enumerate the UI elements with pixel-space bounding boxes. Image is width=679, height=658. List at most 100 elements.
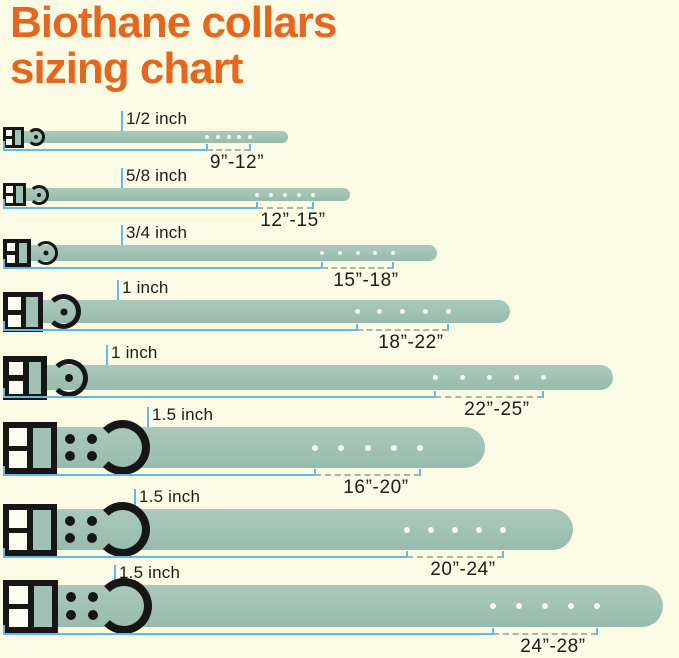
adjustment-hole (338, 445, 344, 451)
measure-line-solid (3, 396, 435, 398)
buckle-cell (8, 297, 22, 310)
adjustment-hole (283, 193, 287, 197)
width-label: 3/4 inch (126, 223, 188, 242)
buckle-frame (3, 504, 57, 556)
adjustment-hole (516, 603, 522, 609)
adjustment-hole (255, 193, 259, 197)
rivet-icon (88, 610, 98, 620)
measure-tick-mid (321, 262, 323, 269)
width-label: 1.5 inch (119, 563, 181, 582)
buckle-frame (3, 292, 43, 332)
rivet-icon (65, 451, 75, 461)
measure-tick-mid (256, 202, 258, 209)
buckle-left-cells (9, 362, 23, 394)
collar-strap (3, 509, 573, 550)
buckle-cell (9, 510, 27, 528)
adjustment-hole (428, 527, 434, 533)
width-label: 5/8 inch (126, 166, 188, 185)
buckle-strap-slot (16, 186, 23, 203)
measure-tick-mid (492, 628, 494, 635)
adjustment-hole (404, 527, 410, 533)
width-label: 1 inch (111, 343, 158, 362)
adjustment-hole (568, 603, 574, 609)
buckle-cell (6, 139, 13, 145)
adjustment-hole (205, 135, 209, 139)
measure-line-solid (3, 474, 315, 476)
measure-line-dashed (257, 207, 313, 209)
adjustment-hole (542, 603, 548, 609)
buckle-ring-icon (34, 241, 58, 265)
measure-line-solid (3, 267, 322, 269)
adjustment-hole (216, 135, 220, 139)
size-range-label: 22”-25” (464, 399, 530, 420)
measure-tick-left (3, 321, 5, 331)
adjustment-hole (355, 309, 360, 314)
buckle-strap-slot (15, 130, 21, 145)
width-label: 1 inch (122, 278, 169, 297)
size-range-label: 20”-24” (430, 559, 496, 580)
measure-tick-mid (206, 144, 208, 151)
adjustment-hole (237, 135, 241, 139)
ring-pin-dot (60, 308, 67, 315)
rivet-icon (65, 533, 75, 543)
adjustment-hole (541, 375, 546, 380)
size-range-label: 18”-22” (378, 332, 444, 353)
measure-line-solid (3, 329, 357, 331)
measure-line-solid (3, 633, 493, 635)
adjustment-hole (417, 445, 423, 451)
measure-tick-right (312, 202, 314, 209)
buckle-cell (9, 362, 23, 375)
buckle-ring-icon (29, 185, 49, 205)
measure-tick-right (502, 551, 504, 558)
buckle-ring-icon (27, 128, 45, 146)
adjustment-hole (391, 251, 395, 255)
measure-tick-left (3, 141, 5, 151)
measure-tick-left (3, 259, 5, 269)
buckle-cell (6, 196, 14, 203)
measure-tick-left (3, 625, 5, 635)
measure-tick-left (3, 548, 5, 558)
rivet-icon (87, 533, 97, 543)
adjustment-hole (446, 309, 451, 314)
measure-tick-mid (434, 391, 436, 398)
buckle-ring-icon (46, 294, 81, 329)
measure-tick-right (542, 391, 544, 398)
size-range-label: 16”-20” (343, 477, 409, 498)
adjustment-hole (338, 251, 342, 255)
measure-tick-mid (356, 324, 358, 331)
buckle-left-cells (6, 130, 13, 145)
collar-strap (3, 188, 350, 201)
measure-tick-right (596, 628, 598, 635)
adjustment-hole (377, 309, 382, 314)
collar-strap (3, 131, 288, 143)
adjustment-hole (487, 375, 492, 380)
buckle-left-cells (6, 186, 14, 203)
buckle-left-cells (9, 586, 28, 627)
measure-line-dashed (315, 474, 420, 476)
adjustment-hole (312, 445, 318, 451)
buckle-left-cells (8, 297, 22, 327)
measure-tick-left (3, 388, 5, 398)
d-ring-icon (95, 502, 150, 557)
buckle-cell (6, 130, 13, 136)
measure-tick-right (249, 144, 251, 151)
buckle-strap-slot (33, 428, 51, 468)
buckle-cell (9, 450, 27, 468)
measure-line-solid (3, 207, 257, 209)
buckle-strap-slot (28, 362, 41, 394)
width-indicator-line (121, 225, 123, 261)
collar-strap (3, 300, 510, 323)
ring-pin-dot (43, 250, 49, 256)
buckle-frame (3, 422, 57, 474)
measure-line-dashed (435, 396, 543, 398)
buckle-frame (3, 127, 24, 148)
d-ring-icon (95, 420, 150, 475)
width-label: 1.5 inch (139, 487, 201, 506)
adjustment-hole (500, 527, 506, 533)
buckle-cell (9, 428, 27, 446)
buckle-ring-icon (50, 359, 88, 397)
adjustment-hole (320, 251, 324, 255)
adjustment-hole (476, 527, 482, 533)
collar-strap (3, 245, 437, 261)
